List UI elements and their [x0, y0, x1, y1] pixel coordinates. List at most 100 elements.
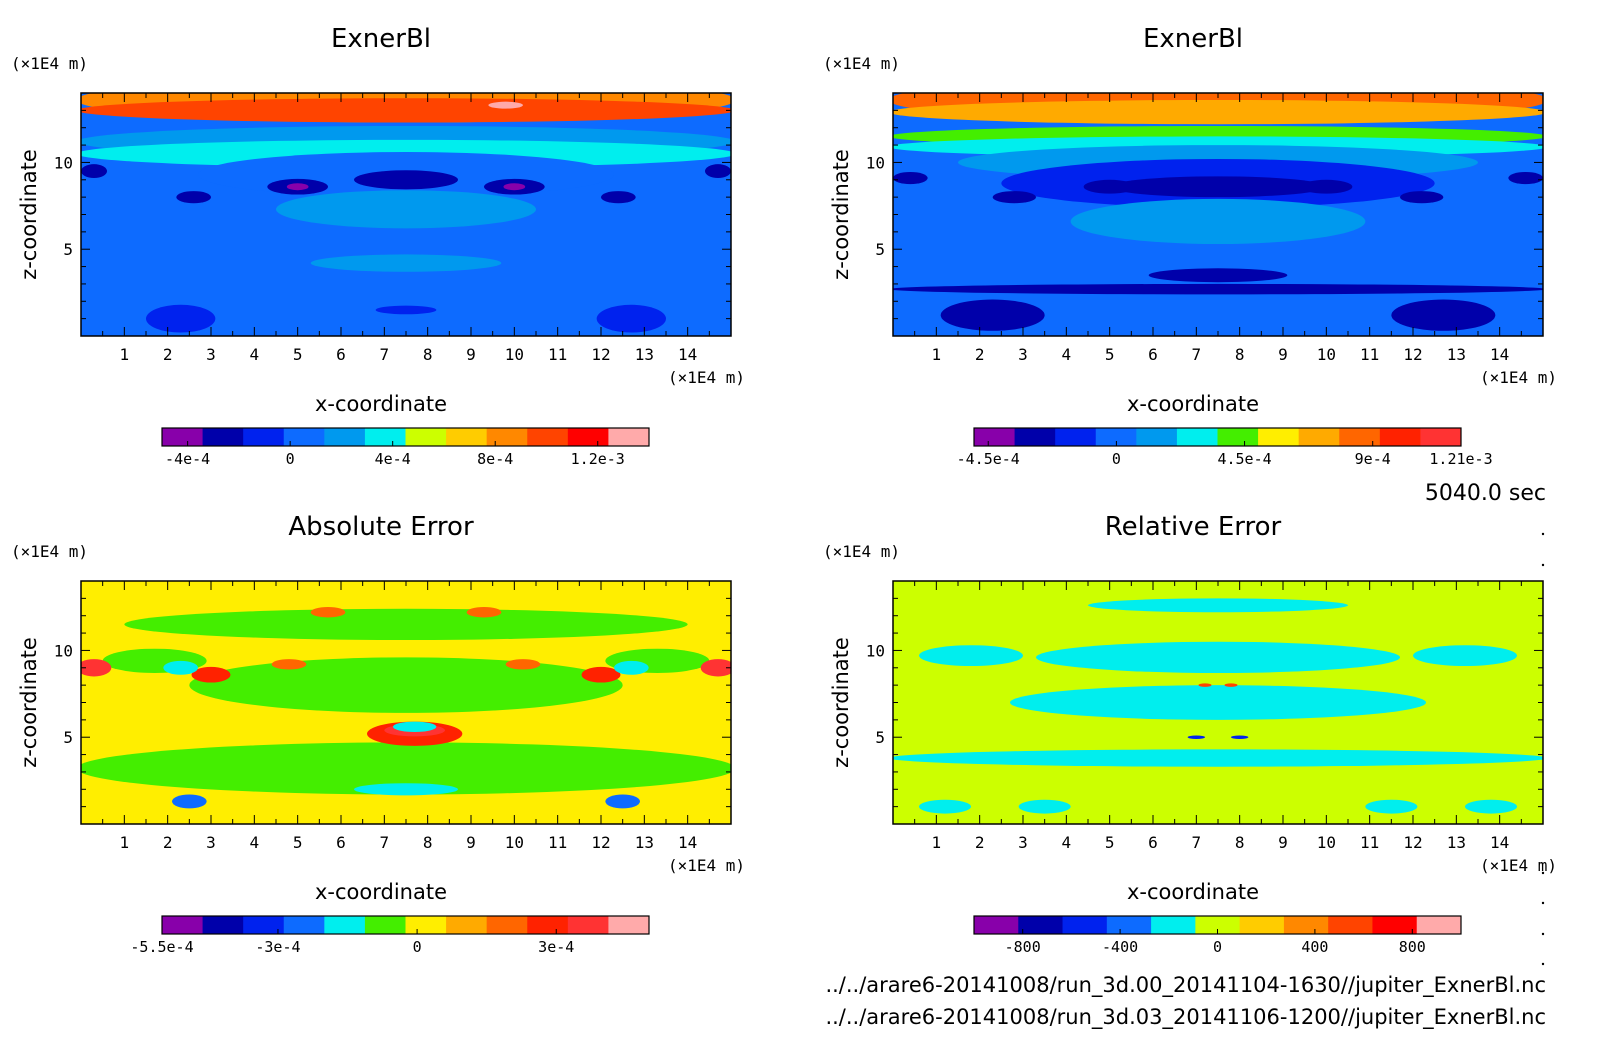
colorbar-tick-label: -3e-4 [255, 938, 300, 956]
y-axis-label: z-coordinate [829, 637, 853, 768]
colorbar-tick-label: 9e-4 [1355, 450, 1391, 468]
y-unit-label: (×1E4 m) [11, 54, 88, 73]
contour-region [81, 164, 107, 179]
x-tick-label: 6 [1148, 833, 1158, 852]
contour-region [1018, 799, 1071, 814]
x-unit-label: (×1E4 m) [1480, 368, 1557, 387]
colorbar-swatch [405, 916, 447, 934]
colorbar-swatch [1339, 428, 1381, 446]
x-unit-label: (×1E4 m) [668, 368, 745, 387]
y-unit-label: (×1E4 m) [823, 542, 900, 561]
contour-region [505, 659, 541, 670]
x-tick-label: 5 [293, 833, 303, 852]
panel-title: ExnerBl [1143, 24, 1243, 54]
colorbar-tick-label: 3e-4 [538, 938, 574, 956]
colorbar-tick-label: -400 [1102, 938, 1138, 956]
colorbar-swatch [608, 916, 650, 934]
x-tick-label: 10 [505, 833, 524, 852]
y-axis-label: z-coordinate [17, 637, 41, 768]
colorbar-swatch [405, 428, 447, 446]
panel-title: Relative Error [1105, 512, 1282, 542]
colorbar-tick-label: 0 [286, 450, 295, 468]
colorbar-swatch [283, 428, 325, 446]
x-tick-label: 11 [548, 833, 567, 852]
x-tick-label: 7 [1192, 345, 1202, 364]
contour-field [81, 581, 731, 824]
margin-dots [1541, 532, 1545, 966]
x-tick-label: 12 [591, 833, 610, 852]
x-tick-label: 8 [1235, 345, 1245, 364]
colorbar-swatch [974, 916, 1019, 934]
x-tick-label: 8 [423, 833, 433, 852]
x-axis-label: x-coordinate [315, 880, 447, 904]
x-unit-label: (×1E4 m) [668, 856, 745, 875]
x-tick-label: 14 [1490, 345, 1509, 364]
x-tick-label: 10 [1317, 833, 1336, 852]
contour-region [393, 721, 437, 733]
contour-field [893, 581, 1543, 824]
contour-region [503, 183, 526, 191]
x-axis-label: x-coordinate [315, 392, 447, 416]
x-tick-label: 10 [505, 345, 524, 364]
x-tick-label: 5 [293, 345, 303, 364]
x-tick-label: 2 [975, 345, 985, 364]
colorbar-swatch [1106, 916, 1152, 934]
contour-region [893, 749, 1543, 767]
contour-region [81, 659, 112, 677]
colorbar-tick-label: 0 [1213, 938, 1222, 956]
x-tick-label: 9 [1278, 833, 1288, 852]
contour-region [893, 283, 1543, 295]
contour-region [581, 666, 621, 683]
contour-region [172, 794, 207, 809]
x-tick-label: 7 [1192, 833, 1202, 852]
colorbar-swatch [1239, 916, 1285, 934]
contour-region [81, 742, 731, 795]
contour-region [893, 171, 928, 185]
colorbar-swatch [608, 428, 650, 446]
contour-region [375, 305, 437, 315]
y-unit-label: (×1E4 m) [823, 54, 900, 73]
x-tick-label: 2 [975, 833, 985, 852]
colorbar-tick-label: -4e-4 [165, 450, 210, 468]
x-tick-label: 1 [932, 345, 942, 364]
colorbar-swatch [446, 428, 488, 446]
x-tick-label: 8 [1235, 833, 1245, 852]
colorbar-frame [161, 427, 650, 447]
contour-region [1365, 799, 1418, 814]
contour-region [1508, 171, 1543, 185]
x-tick-label: 1 [120, 833, 130, 852]
x-tick-label: 9 [1278, 345, 1288, 364]
contour-region [286, 183, 309, 191]
x-tick-label: 3 [1018, 345, 1028, 364]
x-tick-label: 5 [1105, 833, 1115, 852]
x-tick-label: 13 [1447, 833, 1466, 852]
x-tick-label: 1 [120, 345, 130, 364]
contour-region [893, 99, 1543, 125]
contour-region [1187, 735, 1206, 739]
contour-region [1391, 299, 1496, 331]
y-tick-label: 5 [875, 240, 885, 259]
time-label: 5040.0 sec [1425, 481, 1546, 506]
colorbar-swatch [1062, 916, 1108, 934]
y-unit-label: (×1E4 m) [11, 542, 88, 561]
contour-region [1010, 685, 1426, 720]
contour-region [605, 794, 641, 809]
colorbar-swatch [1014, 428, 1056, 446]
panel-title: ExnerBl [331, 24, 431, 54]
colorbar-tick-label: -5.5e-4 [130, 938, 193, 956]
contour-region [146, 304, 216, 333]
colorbar-tick-label: 0 [1112, 450, 1121, 468]
colorbar-swatch [243, 428, 285, 446]
contour-region [1070, 198, 1366, 245]
colorbar-frame [161, 915, 650, 935]
y-axis-label: z-coordinate [17, 149, 41, 280]
x-tick-label: 14 [1490, 833, 1509, 852]
contour-field [81, 93, 731, 336]
x-axis-label: x-coordinate [1127, 880, 1259, 904]
contour-region [191, 666, 231, 683]
contour-region [940, 299, 1045, 331]
colorbar-swatch [1055, 428, 1097, 446]
contour-region [700, 659, 731, 677]
